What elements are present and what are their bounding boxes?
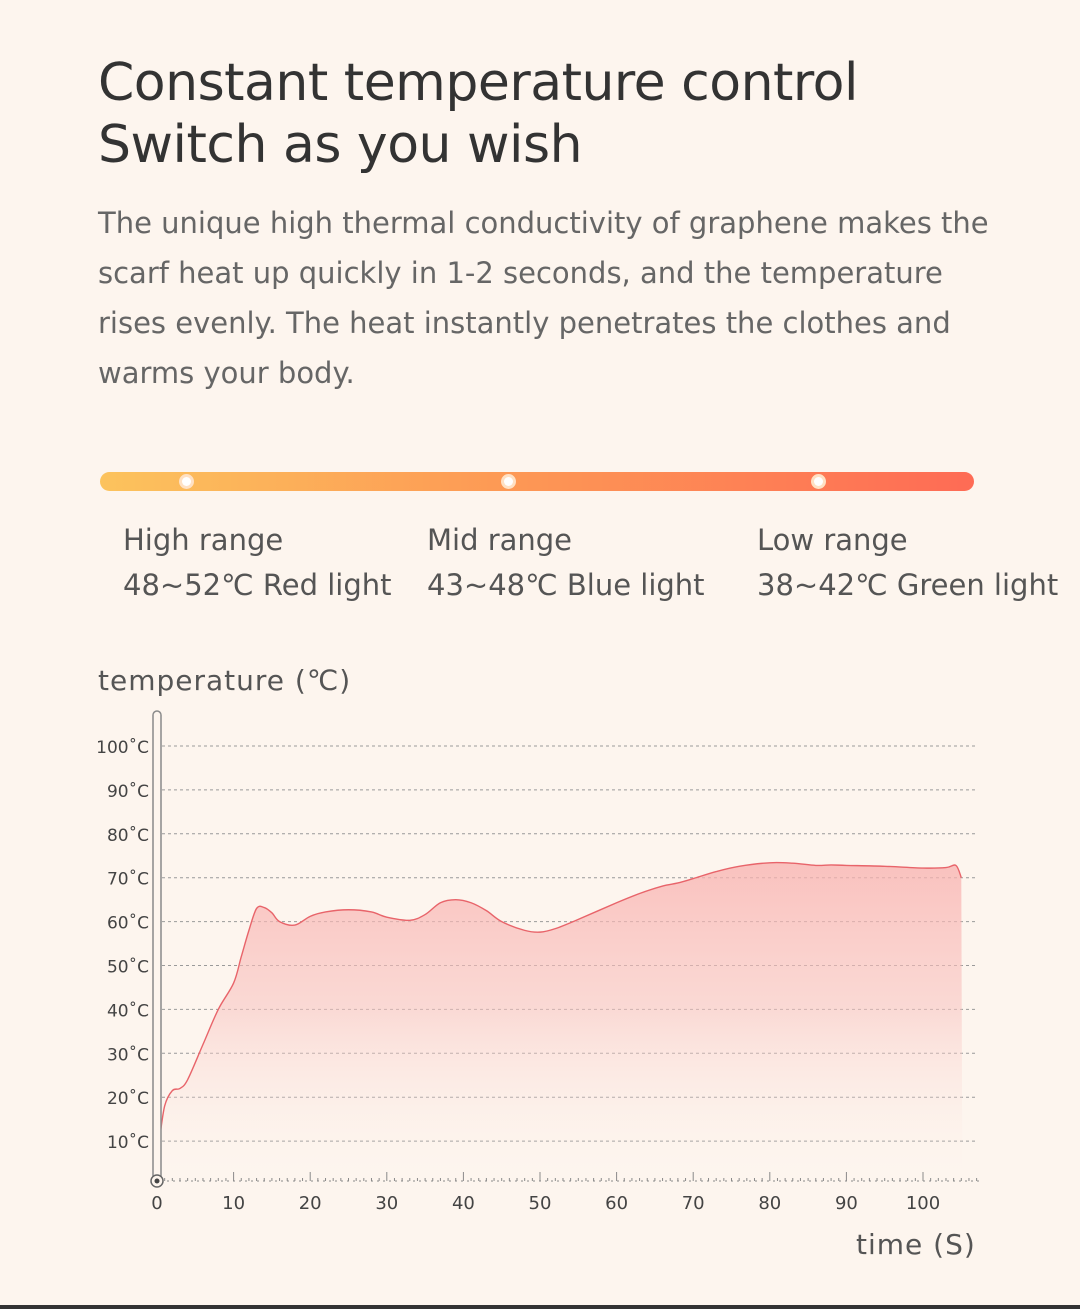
- description-text: The unique high thermal conductivity of …: [98, 206, 989, 390]
- x-tick-label: 10: [222, 1193, 245, 1214]
- x-tick-label: 70: [682, 1193, 705, 1214]
- y-tick-label: 30˚C: [107, 1044, 149, 1065]
- range-name: Low range: [757, 523, 908, 557]
- y-tick-label: 20˚C: [107, 1088, 149, 1109]
- range-label-mid: Mid range 43~48℃ Blue light: [427, 518, 705, 608]
- range-label-high: High range 48~52℃ Red light: [123, 518, 391, 608]
- range-name: Mid range: [427, 523, 573, 557]
- y-tick-label: 90˚C: [107, 781, 149, 802]
- y-axis-line: [152, 710, 162, 1186]
- y-tick-label: 60˚C: [107, 913, 149, 934]
- temperature-range-bar: [100, 472, 974, 491]
- y-tick-label: 80˚C: [107, 825, 149, 846]
- x-tick-label: 30: [375, 1193, 398, 1214]
- axis-origin-dot: [154, 1178, 160, 1184]
- range-name: High range: [123, 523, 284, 557]
- y-tick-label: 100˚C: [96, 737, 149, 758]
- series-line: [158, 861, 962, 1142]
- series-area: [159, 862, 963, 1185]
- y-tick-label: 70˚C: [107, 869, 149, 890]
- y-axis-title: temperature (℃): [98, 664, 352, 697]
- x-tick-label: 80: [758, 1193, 781, 1214]
- range-marker-high: [179, 474, 194, 489]
- y-tick-label: 40˚C: [107, 1000, 149, 1021]
- x-tick-label: 50: [529, 1193, 552, 1214]
- range-detail: 43~48℃ Blue light: [427, 568, 705, 602]
- x-tick-label: 90: [835, 1193, 858, 1214]
- y-tick-label: 50˚C: [107, 957, 149, 978]
- range-marker-low: [811, 474, 826, 489]
- bottom-divider: [0, 1305, 1080, 1309]
- range-detail: 38~42℃ Green light: [757, 568, 1059, 602]
- range-marker-mid: [501, 474, 516, 489]
- x-tick-label: 40: [452, 1193, 475, 1214]
- range-label-low: Low range 38~42℃ Green light: [757, 518, 1058, 608]
- page-title: Constant temperature control Switch as y…: [98, 52, 858, 176]
- title-line-1: Constant temperature control: [98, 53, 858, 113]
- x-tick-label: 20: [299, 1193, 322, 1214]
- range-detail: 48~52℃ Red light: [123, 568, 392, 602]
- x-tick-label: 0: [151, 1193, 162, 1214]
- x-tick-label: 60: [605, 1193, 628, 1214]
- x-tick-label: 100: [906, 1193, 940, 1214]
- title-line-2: Switch as you wish: [98, 115, 583, 175]
- x-axis-title: time (S): [856, 1228, 976, 1261]
- y-tick-label: 10˚C: [107, 1132, 149, 1153]
